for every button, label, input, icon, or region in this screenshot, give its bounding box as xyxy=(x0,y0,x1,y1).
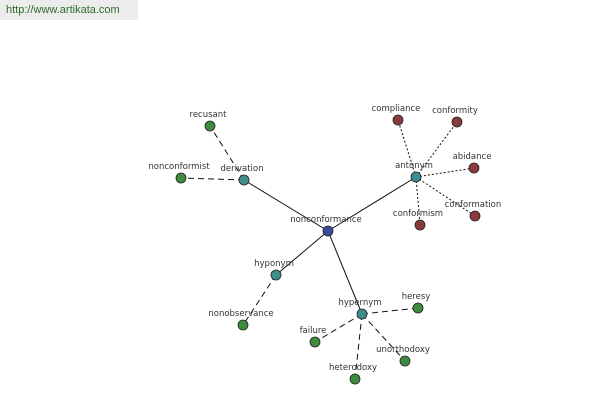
node-label[interactable]: nonconformist xyxy=(148,162,210,172)
edge xyxy=(361,307,419,315)
node-label[interactable]: recusant xyxy=(190,110,228,120)
node-label[interactable]: abidance xyxy=(453,152,492,162)
node-label[interactable]: nonconformance xyxy=(290,215,362,225)
node-label[interactable]: compliance xyxy=(372,104,421,114)
node[interactable] xyxy=(349,373,361,385)
node[interactable] xyxy=(412,302,424,314)
node[interactable] xyxy=(392,114,404,126)
node-label[interactable]: conformation xyxy=(445,200,502,210)
node[interactable] xyxy=(410,171,422,183)
node[interactable] xyxy=(356,308,368,320)
header-bar: http://www.artikata.com xyxy=(0,0,138,20)
edge xyxy=(415,167,475,178)
node[interactable] xyxy=(414,219,426,231)
edge xyxy=(243,179,329,232)
node[interactable] xyxy=(238,174,250,186)
edge xyxy=(361,313,406,362)
edge xyxy=(397,119,417,178)
node-label[interactable]: unorthodoxy xyxy=(376,345,430,355)
node-label[interactable]: failure xyxy=(300,326,327,336)
node[interactable] xyxy=(468,162,480,174)
node-label[interactable]: nonobservance xyxy=(208,309,273,319)
edge xyxy=(275,230,329,276)
edge xyxy=(415,176,421,226)
node[interactable] xyxy=(399,355,411,367)
node-label[interactable]: heresy xyxy=(402,292,431,302)
node[interactable] xyxy=(204,120,216,132)
node[interactable] xyxy=(451,116,463,128)
node-label[interactable]: conformism xyxy=(393,209,443,219)
edge xyxy=(180,177,245,181)
edge xyxy=(354,313,363,380)
node[interactable] xyxy=(237,319,249,331)
node[interactable] xyxy=(469,210,481,222)
node[interactable] xyxy=(309,336,321,348)
node-label[interactable]: hyponym xyxy=(254,259,294,269)
node[interactable] xyxy=(322,225,334,237)
node-label[interactable]: conformity xyxy=(432,106,478,116)
node-label[interactable]: heterodoxy xyxy=(329,363,377,373)
edge xyxy=(327,176,417,232)
node-label[interactable]: antonym xyxy=(395,161,433,171)
node[interactable] xyxy=(270,269,282,281)
node-label[interactable]: hypernym xyxy=(338,298,381,308)
node-label[interactable]: derivation xyxy=(220,164,263,174)
node[interactable] xyxy=(175,172,187,184)
edge xyxy=(314,313,363,343)
edge xyxy=(415,121,458,178)
edge xyxy=(209,125,245,181)
edge xyxy=(327,230,363,315)
site-url[interactable]: http://www.artikata.com xyxy=(6,4,120,16)
